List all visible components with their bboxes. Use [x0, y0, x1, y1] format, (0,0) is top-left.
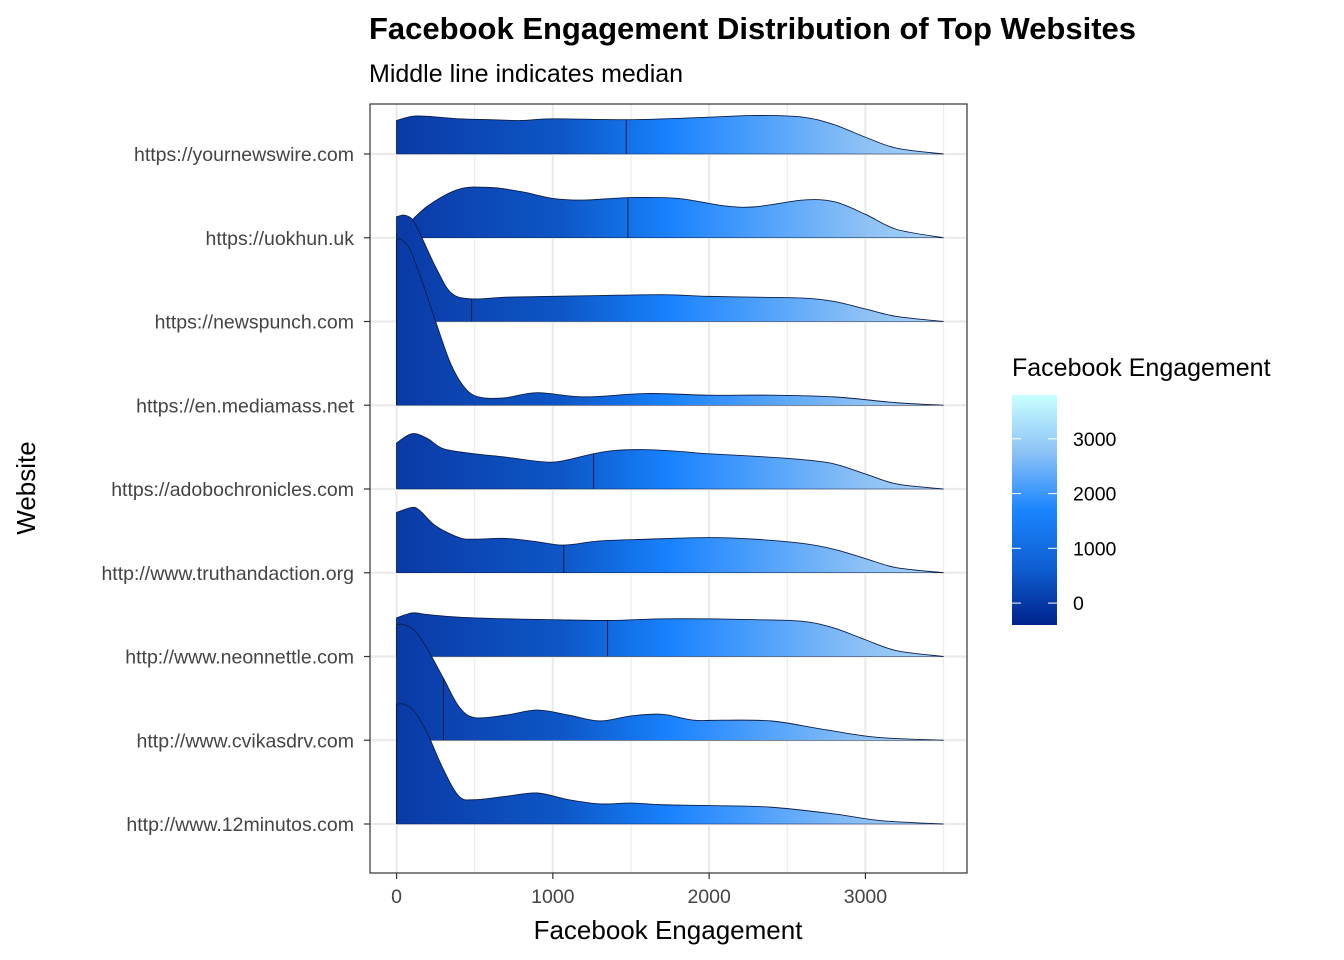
x-axis: 0 1000 2000 3000 [391, 873, 887, 908]
y-tick-label: https://en.mediamass.net [136, 395, 354, 417]
ridge-outline [396, 433, 944, 490]
ridge-newspunch-com [396, 214, 944, 322]
ridge-outline [396, 623, 944, 741]
ridges [396, 115, 944, 825]
x-tick-label: 0 [391, 886, 402, 908]
ridge-area [396, 703, 944, 824]
ridge-uokhun-uk [396, 186, 944, 239]
ridge-area [396, 115, 944, 154]
legend-title: Facebook Engagement [1012, 354, 1271, 382]
y-tick-label: http://www.truthandaction.org [101, 563, 354, 585]
ridge-area [396, 238, 944, 406]
ridge-area [396, 612, 944, 657]
ridge-area [396, 433, 944, 489]
ridge-outline [396, 703, 944, 825]
ridge-adobochronicles-com [396, 433, 944, 490]
y-axis-title: Website [11, 441, 41, 534]
ridge-outline [396, 612, 944, 657]
legend-tick-label: 2000 [1073, 484, 1117, 506]
y-tick-label: https://yournewswire.com [134, 144, 354, 166]
y-tick-label: http://www.neonnettle.com [125, 647, 354, 669]
y-tick-label: http://www.cvikasdrv.com [137, 730, 354, 752]
chart-subtitle: Middle line indicates median [369, 60, 683, 88]
x-tick-label: 3000 [844, 886, 888, 908]
ridge-www-neonnettle-com [396, 612, 944, 657]
legend-colorbar [1012, 395, 1057, 625]
legend: Facebook Engagement 0 1000 2000 3000 [1012, 354, 1271, 625]
ridge-yournewswire-com [396, 115, 944, 155]
ridge-area [396, 507, 944, 573]
y-tick-label: http://www.12minutos.com [126, 814, 354, 836]
ridge-outline [396, 115, 944, 155]
y-tick-label: https://newspunch.com [155, 312, 354, 334]
y-axis: https://yournewswire.com https://uokhun.u… [101, 144, 370, 836]
ridge-www-cvikasdrv-com [396, 623, 944, 741]
ridge-outline [396, 238, 944, 406]
ridge-outline [396, 186, 944, 239]
x-tick-label: 1000 [531, 886, 575, 908]
ridge-area [396, 187, 944, 238]
ridge-www-12minutos-com [396, 703, 944, 825]
chart-title: Facebook Engagement Distribution of Top … [369, 11, 1136, 46]
legend-tick-label: 1000 [1073, 538, 1117, 560]
ridge-area [396, 215, 944, 322]
y-tick-label: https://uokhun.uk [205, 228, 354, 250]
ridge-www-truthandaction-org [396, 506, 944, 574]
legend-tick-label: 3000 [1073, 429, 1117, 451]
ridge-en-mediamass-net [396, 238, 944, 406]
legend-tick-label: 0 [1073, 593, 1084, 615]
x-tick-label: 2000 [687, 886, 731, 908]
ridge-outline [396, 506, 944, 574]
x-axis-title: Facebook Engagement [534, 915, 804, 945]
ridge-area [396, 624, 944, 741]
ridge-outline [396, 214, 944, 322]
y-tick-label: https://adobochronicles.com [111, 479, 354, 501]
